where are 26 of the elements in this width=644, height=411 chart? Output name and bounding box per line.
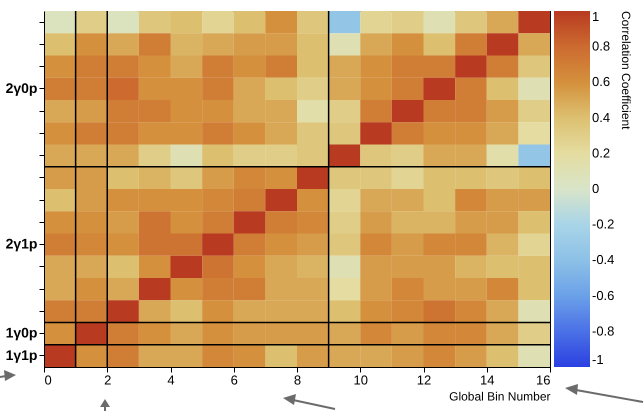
color-bar-label: -1 — [592, 352, 604, 367]
color-bar-label: 0.4 — [592, 110, 610, 125]
color-bar-label: 0.6 — [592, 74, 610, 90]
x-tick-label: 16 — [536, 372, 550, 388]
color-bar-label: -0.4 — [592, 252, 614, 268]
x-tick-label: 12 — [416, 372, 432, 388]
y-tick-label: 1γ1p — [6, 346, 38, 363]
y-tick-label: 2γ0p — [6, 80, 38, 96]
x-tick-label: 8 — [294, 372, 302, 388]
color-bar-label: 0.2 — [592, 145, 610, 160]
x-tick-label: 0 — [44, 372, 52, 388]
y-tick-label: 2γ1p — [6, 236, 38, 252]
color-bar-label: 0.8 — [592, 38, 610, 54]
y-tick-label: 1γ0p — [6, 324, 38, 341]
x-tick-label: 6 — [230, 372, 238, 388]
color-bar-label: -0.2 — [592, 216, 614, 232]
x-axis-title: Global Bin Number — [449, 390, 550, 404]
color-bar-label: 0 — [592, 181, 600, 196]
x-tick-label: 10 — [354, 372, 368, 388]
x-tick-label: 14 — [480, 372, 494, 388]
color-bar-title: Correlation Coefficient — [619, 11, 633, 130]
color-bar-label: 1 — [592, 9, 600, 24]
x-tick-label: 2 — [104, 372, 112, 388]
color-bar-label: -0.6 — [592, 288, 614, 303]
color-bar-label: -0.8 — [592, 323, 614, 338]
x-tick-label: 4 — [167, 372, 175, 388]
